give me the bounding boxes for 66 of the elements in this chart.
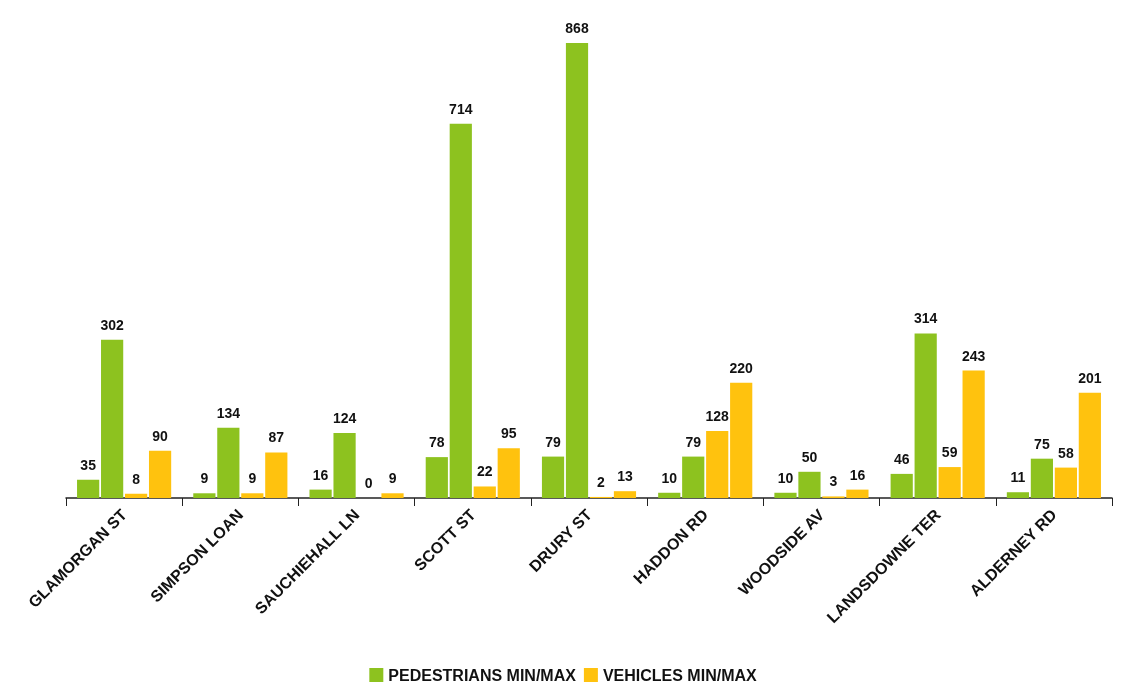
- data-label: 22: [476, 463, 493, 480]
- data-label: 75: [1034, 435, 1050, 452]
- bar: [1078, 392, 1101, 498]
- data-label: 124: [332, 410, 357, 426]
- bar: [77, 479, 100, 498]
- bar: [706, 430, 729, 498]
- bar: [658, 492, 681, 498]
- data-label: 87: [268, 429, 285, 446]
- data-label: 13: [617, 468, 633, 485]
- data-label: 10: [661, 469, 678, 486]
- data-label: 9: [388, 470, 397, 487]
- data-label: 79: [545, 433, 562, 450]
- bar: [381, 493, 404, 498]
- bar: [193, 493, 216, 498]
- bar: [541, 456, 565, 498]
- bar: [1054, 467, 1077, 498]
- data-label: 58: [1058, 444, 1074, 461]
- data-label: 10: [777, 469, 794, 486]
- data-label: 8: [132, 470, 141, 487]
- bar: [1030, 458, 1053, 498]
- bar: [265, 452, 288, 498]
- data-label: 16: [849, 466, 866, 483]
- legend-label: VEHICLES MIN/MAX: [602, 666, 758, 684]
- data-label: 714: [449, 100, 473, 117]
- bar: [101, 339, 124, 498]
- data-label: 90: [152, 427, 169, 444]
- bar: [914, 333, 937, 498]
- bar: [241, 493, 264, 498]
- data-label: 3: [829, 473, 838, 490]
- data-label: 220: [729, 359, 754, 376]
- data-label: 50: [801, 448, 818, 465]
- data-label: 302: [100, 316, 125, 333]
- bar: [1006, 492, 1030, 498]
- bar: [425, 457, 448, 498]
- data-label: 9: [248, 470, 257, 487]
- bar: [613, 491, 637, 498]
- data-label: 35: [80, 456, 97, 473]
- data-label: 79: [685, 433, 702, 450]
- data-label: 314: [914, 310, 938, 327]
- data-label: 11: [1010, 469, 1026, 486]
- data-label: 128: [705, 407, 730, 424]
- bar: [473, 486, 496, 498]
- data-label: 868: [565, 20, 589, 36]
- data-label: 201: [1078, 369, 1102, 386]
- bar: [217, 427, 240, 498]
- bar: [682, 456, 705, 498]
- bar: [449, 123, 472, 498]
- data-label: 16: [312, 466, 329, 483]
- bar: [938, 467, 961, 498]
- data-label: 78: [429, 434, 445, 451]
- bar: [890, 473, 913, 498]
- data-label: 2: [597, 473, 606, 490]
- legend-label: PEDESTRIANS MIN/MAX: [388, 666, 577, 684]
- data-label: 134: [216, 404, 241, 421]
- bar: [730, 382, 753, 498]
- data-label: 95: [500, 425, 517, 442]
- data-label: 243: [961, 347, 986, 364]
- bar: [565, 43, 589, 498]
- data-label: 46: [893, 450, 910, 467]
- data-label: 0: [364, 475, 373, 491]
- data-label: 9: [200, 470, 209, 487]
- data-label: 59: [941, 444, 958, 461]
- bar: [962, 370, 985, 498]
- bar: [125, 493, 148, 498]
- bar: [497, 448, 520, 498]
- bar: [148, 450, 172, 498]
